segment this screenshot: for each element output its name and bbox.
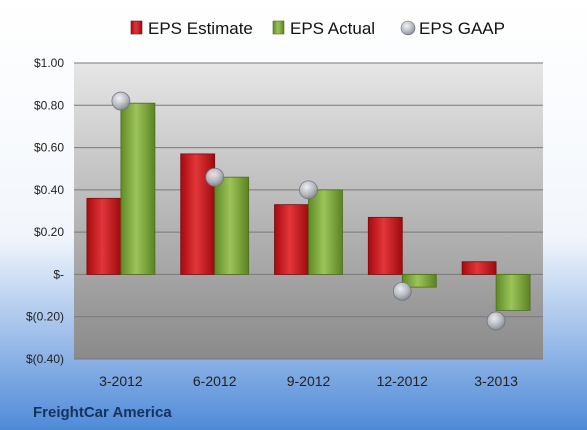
estimate-bar <box>461 261 497 275</box>
y-tick-label: $- <box>53 267 64 281</box>
estimate-bar <box>367 216 403 275</box>
actual-bar <box>401 274 437 288</box>
x-tick-label: 3-2013 <box>474 373 518 389</box>
x-tick-label: 6-2012 <box>193 373 237 389</box>
legend-actual: EPS Actual <box>272 19 375 38</box>
x-axis-ticks: 3-2012 6-2012 9-2012 12-2012 3-2013 <box>99 373 518 389</box>
y-tick-label: $0.40 <box>34 183 64 197</box>
legend-estimate: EPS Estimate <box>130 19 253 38</box>
legend-label: EPS Estimate <box>148 19 253 38</box>
gaap-marker <box>205 167 225 187</box>
actual-bar <box>495 274 531 311</box>
gaap-marker <box>392 281 412 301</box>
x-tick-label: 3-2012 <box>99 373 143 389</box>
actual-bar <box>308 189 343 275</box>
x-tick-label: 12-2012 <box>377 373 429 389</box>
legend-gaap: EPS GAAP <box>400 19 505 38</box>
estimate-bar <box>274 204 309 275</box>
legend-swatch <box>130 20 143 35</box>
gaap-marker <box>299 180 318 200</box>
y-axis-ticks: $1.00 $0.80 $0.60 $0.40 $0.20 $- $(0.20) $(0.40… <box>26 56 64 366</box>
legend-label: EPS GAAP <box>419 19 505 38</box>
y-tick-label: $0.20 <box>34 225 64 239</box>
y-tick-label: $0.80 <box>34 98 64 112</box>
bars <box>86 102 531 311</box>
legend-label: EPS Actual <box>290 19 375 38</box>
gaap-markers <box>111 91 506 331</box>
y-tick-label: $1.00 <box>34 56 64 70</box>
actual-bar <box>120 102 156 275</box>
y-tick-label: $(0.20) <box>26 310 64 324</box>
company-name: FreightCar America <box>33 404 172 421</box>
estimate-bar <box>86 197 122 275</box>
legend-swatch <box>400 20 416 36</box>
legend-swatch <box>272 20 285 35</box>
y-tick-label: $(0.40) <box>26 352 64 366</box>
y-tick-label: $0.60 <box>34 141 64 155</box>
actual-bar <box>214 176 250 275</box>
x-tick-label: 9-2012 <box>287 373 331 389</box>
gaap-marker <box>486 311 506 331</box>
gaap-marker <box>111 91 131 111</box>
legend: EPS Estimate EPS Actual EPS GAAP <box>130 19 505 38</box>
